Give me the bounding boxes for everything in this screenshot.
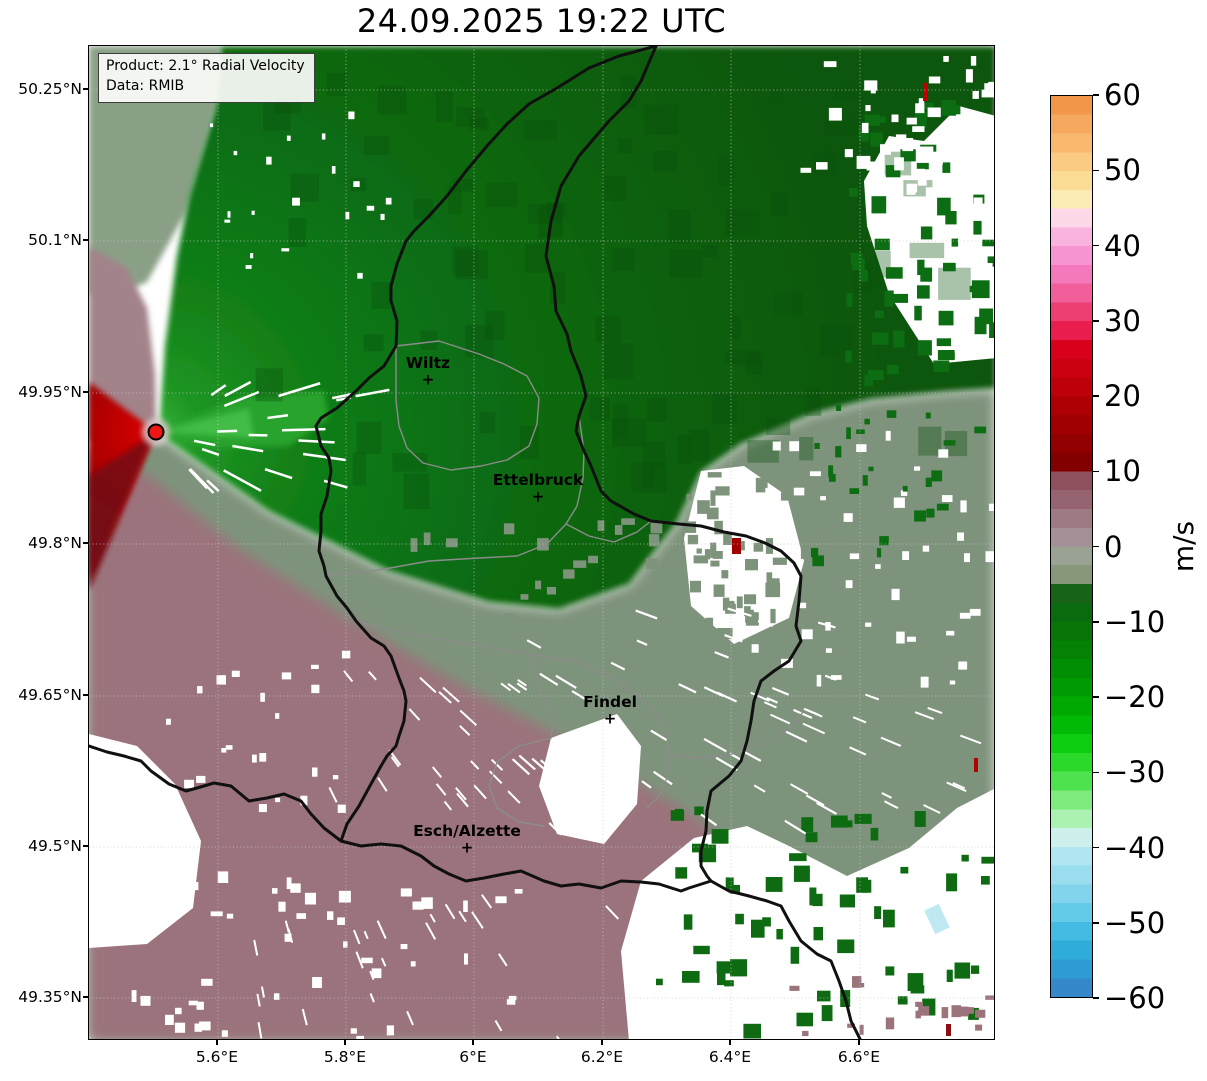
y-tick-label: 49.8°N [28, 534, 82, 552]
x-tick-mark [216, 1040, 218, 1045]
colorbar [1050, 95, 1093, 998]
x-tick-mark [858, 1040, 860, 1045]
y-tick-mark [83, 694, 88, 696]
colorbar-tick-label: −50 [1104, 905, 1166, 940]
x-tick-mark [344, 1040, 346, 1045]
x-tick-label: 6.2°E [580, 1048, 624, 1066]
data-source-line: Data: RMIB [106, 77, 185, 94]
dark-red-wedge [89, 432, 156, 578]
colorbar-tick-mark [1093, 771, 1099, 773]
colorbar-tick-label: 20 [1104, 379, 1141, 413]
y-tick-mark [83, 239, 88, 241]
y-tick-mark [83, 542, 88, 544]
colorbar-tick-mark [1093, 922, 1099, 924]
colorbar-tick-label: −20 [1104, 680, 1166, 714]
colorbar-tick-mark [1093, 545, 1099, 548]
colorbar-tick-label: −40 [1104, 830, 1166, 865]
x-tick-label: 6.6°E [837, 1048, 881, 1066]
colorbar-tick-label: 50 [1104, 153, 1141, 188]
speckle-noise [131, 56, 994, 1039]
figure-title: 24.09.2025 19:22 UTC [356, 2, 727, 40]
receding-velocity-region [89, 446, 789, 1039]
city-marker: + [531, 487, 545, 506]
approaching-velocity-region [159, 46, 994, 609]
y-tick-label: 49.5°N [28, 837, 82, 855]
country-borders [89, 46, 862, 1039]
y-tick-label: 50.1°N [28, 231, 82, 249]
colorbar-tick-label: −60 [1104, 981, 1166, 1015]
colorbar-tick-mark [1093, 395, 1099, 397]
city-label: Findel [583, 693, 637, 711]
colorbar-tick-mark [1093, 621, 1099, 623]
city-label: Esch/Alzette [413, 822, 521, 840]
y-tick-mark [83, 996, 88, 998]
y-tick-mark [83, 88, 88, 90]
colorbar-tick-mark [1093, 470, 1099, 472]
y-tick-label: 49.95°N [18, 383, 82, 401]
colorbar-tick-label: 0 [1104, 529, 1123, 564]
y-tick-mark [83, 845, 88, 847]
city-marker: + [460, 838, 474, 857]
city-label: Wiltz [405, 354, 451, 372]
internal-borders [325, 340, 804, 827]
colorbar-tick-mark [1093, 320, 1099, 322]
colorbar-tick-label: −30 [1104, 755, 1166, 790]
city-label: Ettelbruck [492, 471, 584, 489]
y-tick-label: 50.25°N [18, 80, 82, 98]
map-plot-area: Product: 2.1° Radial Velocity Data: RMIB [88, 45, 995, 1040]
x-tick-mark [601, 1040, 603, 1045]
y-tick-mark [83, 391, 88, 393]
x-tick-label: 6°E [459, 1048, 487, 1066]
colorbar-tick-label: −10 [1104, 604, 1166, 639]
velocity-field-svg [89, 46, 994, 1039]
isolated-echoes [732, 83, 978, 1036]
y-tick-label: 49.65°N [18, 686, 82, 704]
graticule [89, 46, 994, 1039]
product-line: Product: 2.1° Radial Velocity [106, 58, 305, 74]
colorbar-tick-mark [1093, 94, 1099, 96]
colorbar-tick-mark [1093, 696, 1099, 698]
x-tick-label: 6.4°E [708, 1048, 752, 1066]
colorbar-tick-mark [1093, 997, 1099, 999]
colorbar-tick-mark [1093, 169, 1099, 171]
colorbar-tick-label: 60 [1104, 78, 1141, 112]
city-marker: + [421, 370, 435, 389]
colorbar-tick-label: 30 [1104, 303, 1141, 338]
near-zero-corner-region [89, 46, 221, 296]
colorbar-tick-label: 10 [1104, 454, 1141, 489]
x-tick-label: 5.8°E [323, 1048, 367, 1066]
x-tick-label: 5.6°E [195, 1048, 239, 1066]
product-info-box: Product: 2.1° Radial Velocity Data: RMIB [98, 53, 315, 103]
x-tick-mark [729, 1040, 731, 1045]
x-tick-mark [472, 1040, 474, 1045]
colorbar-tick-mark [1093, 244, 1099, 247]
colorbar-tick-mark [1093, 846, 1099, 849]
colorbar-tick-label: 40 [1104, 228, 1141, 263]
y-tick-label: 49.35°N [18, 988, 82, 1006]
radar-site-marker [147, 423, 165, 441]
city-marker: + [603, 709, 617, 728]
